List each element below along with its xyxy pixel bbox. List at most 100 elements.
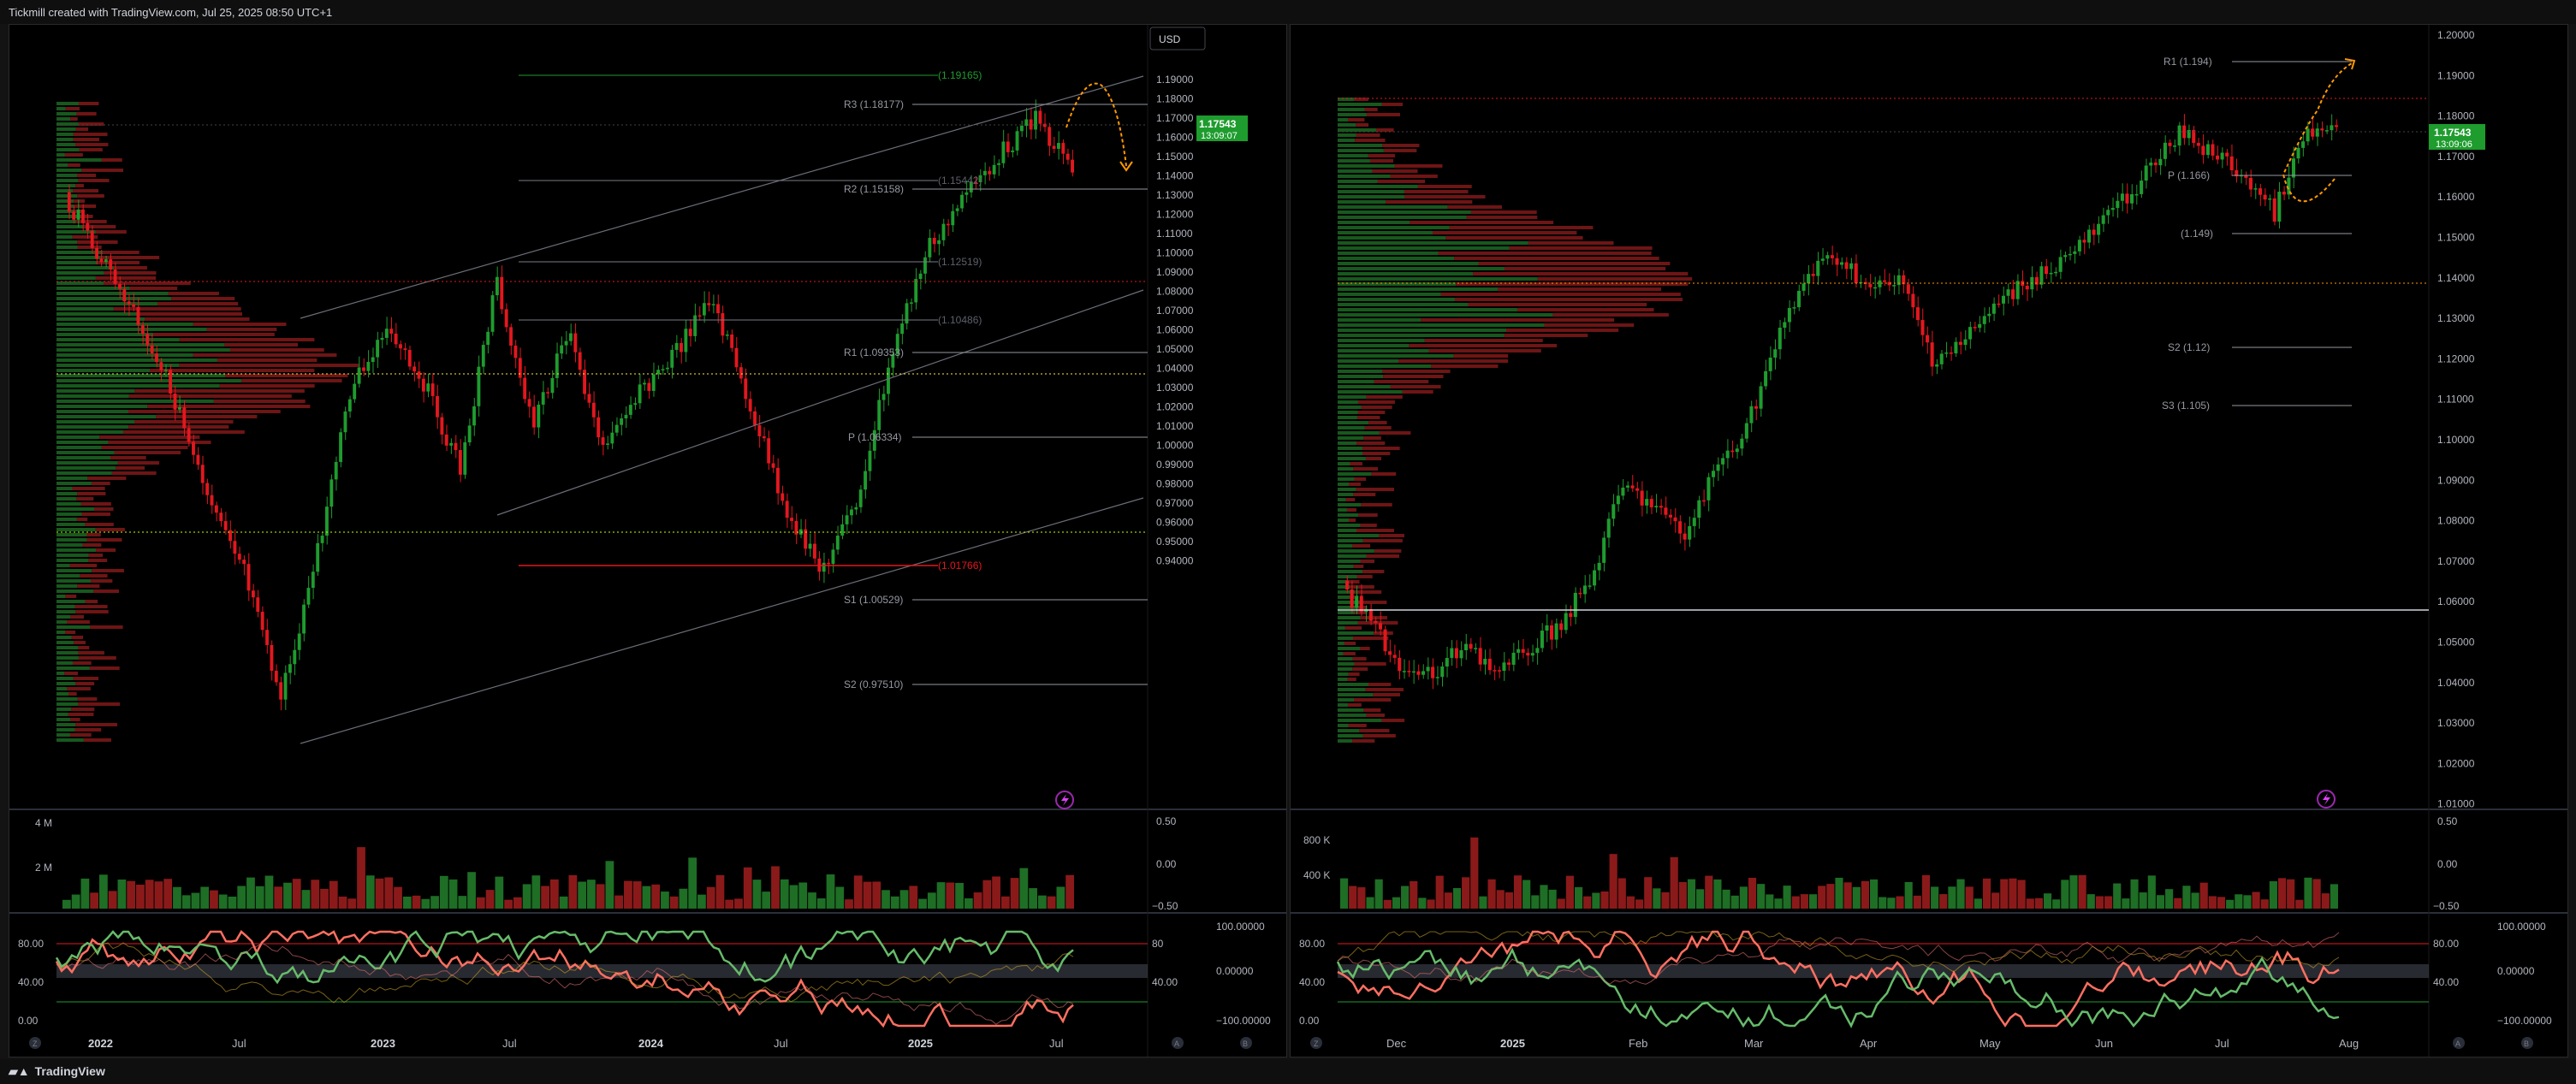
- profile-bar-down: [64, 672, 79, 675]
- volume-bar: [136, 884, 145, 909]
- candle-body: [523, 377, 527, 400]
- right-chart-svg[interactable]: R1 (1.194) P (1.166) (1.149) S2 (1.12) S…: [1291, 25, 2568, 1057]
- bolt-icon-right[interactable]: [2317, 790, 2336, 809]
- left-chart-panel[interactable]: (1.19165) (1.15442) (1.12519) (1.10486) …: [9, 24, 1287, 1057]
- profile-bar-up: [56, 425, 129, 429]
- bolt-icon[interactable]: [1055, 791, 1074, 809]
- candle-body: [458, 450, 462, 475]
- candle-body: [1597, 562, 1601, 571]
- profile-bar-down: [72, 661, 92, 665]
- candle-body: [2306, 128, 2310, 142]
- profile-bar-up: [1338, 293, 1441, 296]
- volume-bar: [2199, 882, 2208, 909]
- volume-bar: [762, 891, 771, 909]
- volume-bar: [439, 875, 448, 909]
- forecast-path[interactable]: [1065, 82, 1127, 167]
- candle-body: [2158, 158, 2163, 166]
- profile-bar-down: [1343, 652, 1356, 655]
- candle-body: [1716, 464, 1720, 471]
- profile-bar-up: [56, 102, 79, 105]
- candle-body: [223, 521, 228, 530]
- profile-bar-up: [56, 107, 66, 110]
- countdown-value-right: 13:09:06: [2436, 139, 2472, 150]
- candle-body: [583, 370, 587, 394]
- time-axis-right[interactable]: Dec 2025 Feb Mar Apr May Jun Jul Aug: [1386, 1037, 2359, 1050]
- profile-bar-up: [1338, 282, 1457, 286]
- candle-body: [2082, 240, 2086, 243]
- profile-bar-down: [179, 338, 315, 341]
- volume-bar: [2122, 898, 2130, 909]
- profile-bar-down: [1362, 447, 1400, 450]
- channel-mid-line[interactable]: [496, 289, 1144, 516]
- time-axis[interactable]: 2022 Jul 2023 Jul 2024 Jul 2025 Jul: [88, 1037, 1064, 1050]
- profile-bar-up: [56, 143, 75, 146]
- volume-bar: [1522, 880, 1531, 909]
- candle-body: [192, 441, 195, 455]
- timezone-icon[interactable]: [29, 1037, 41, 1049]
- volume-bar: [1705, 875, 1713, 909]
- volume-bar: [1896, 896, 1904, 909]
- profile-bar-down: [116, 466, 145, 470]
- volume-bar: [274, 886, 283, 909]
- candle-body: [163, 370, 168, 371]
- osc-right-tick-5-r: −100.00000: [2497, 1015, 2552, 1027]
- time-label-r6: May: [1979, 1037, 2001, 1050]
- candle-body: [2258, 188, 2263, 195]
- candle-body: [1052, 145, 1056, 149]
- volume-bar: [2217, 897, 2226, 909]
- candle-body: [293, 649, 297, 665]
- brand[interactable]: ▰▲ TradingView: [9, 1064, 105, 1079]
- channel-lower-line[interactable]: [300, 497, 1144, 744]
- profile-bar-down: [73, 138, 100, 141]
- profile-bar-down: [89, 666, 120, 670]
- profile-bar-down: [1355, 590, 1382, 594]
- channel-upper-line[interactable]: [300, 75, 1144, 319]
- candle-body: [1701, 500, 1706, 502]
- candle-body: [2001, 295, 2005, 304]
- price-tick: 0.97000: [1156, 497, 1194, 509]
- left-chart-svg[interactable]: (1.19165) (1.15442) (1.12519) (1.10486) …: [9, 25, 1287, 1057]
- candle-body: [845, 515, 849, 524]
- price-axis-right[interactable]: 1.20000 1.19000 1.18000 1.17000 1.16000 1.150…: [2437, 29, 2475, 810]
- profile-bar-down: [74, 728, 102, 732]
- forecast-path-right[interactable]: [2282, 62, 2353, 203]
- right-chart-panel[interactable]: R1 (1.194) P (1.166) (1.149) S2 (1.12) S…: [1290, 24, 2568, 1057]
- profile-bar-down: [1359, 729, 1390, 732]
- profile-bar-down: [1381, 103, 1404, 106]
- volume-bar: [549, 879, 559, 909]
- candle-body: [721, 313, 725, 336]
- currency-button[interactable]: [1149, 27, 1206, 50]
- candle-body: [347, 399, 352, 412]
- timezone-icon-label: Z: [33, 1040, 38, 1048]
- price-axis[interactable]: 1.19000 1.18000 1.17000 1.16000 1.15000 1.140…: [1156, 74, 1194, 567]
- volume-bar: [1410, 880, 1418, 909]
- candle-body: [1920, 320, 1925, 335]
- profile-bar-down: [1366, 554, 1400, 558]
- volume-bar: [1982, 878, 1991, 909]
- candle-body: [1973, 327, 1977, 329]
- candle-body: [1835, 258, 1839, 265]
- candle-body: [633, 403, 638, 406]
- currency-button-label: USD: [1159, 33, 1181, 45]
- profile-bar-down: [113, 307, 241, 311]
- auto-scale-icon[interactable]: [1172, 1037, 1184, 1049]
- price-tick: 1.06000: [1156, 324, 1194, 336]
- candle-body: [155, 353, 158, 363]
- volume-bar: [2009, 878, 2017, 909]
- candle-body: [1896, 275, 1901, 286]
- volume-bar: [1644, 877, 1653, 909]
- timezone-icon-right[interactable]: [1310, 1037, 1322, 1049]
- volume-bar: [1548, 889, 1557, 909]
- candle-body: [624, 414, 628, 419]
- price-tick: 1.04000: [1156, 363, 1194, 375]
- price-tick: 1.05000: [1156, 343, 1194, 355]
- profile-bar-up: [56, 374, 226, 377]
- log-scale-icon[interactable]: [1240, 1037, 1252, 1049]
- profile-bar-up: [56, 153, 65, 157]
- candle-body: [1535, 648, 1540, 654]
- candle-body: [353, 383, 357, 400]
- auto-scale-icon-right[interactable]: [2453, 1037, 2465, 1049]
- candle-body: [955, 208, 959, 211]
- candle-body: [320, 536, 324, 543]
- log-scale-icon-right[interactable]: [2521, 1037, 2533, 1049]
